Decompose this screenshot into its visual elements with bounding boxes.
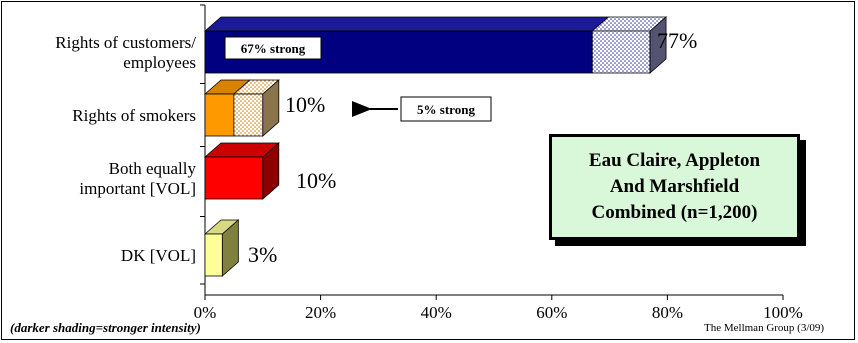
smokers-weak-front — [233, 93, 264, 137]
both-bar-side — [262, 142, 280, 200]
value-label: 77% — [657, 28, 697, 53]
customers-strong-label-box — [224, 36, 322, 60]
smokers-weak-side — [262, 79, 280, 137]
customers-weak-front — [591, 30, 651, 74]
category-label: Both equally — [109, 159, 197, 178]
info-line-2: And Marshfield — [609, 176, 740, 197]
customers-strong-label: 67% strong — [241, 41, 306, 56]
customers-strong-top — [203, 16, 610, 32]
x-tick-label: 80% — [652, 303, 683, 322]
value-label: 10% — [285, 92, 325, 117]
category-label: important [VOL] — [79, 179, 196, 198]
value-label: 10% — [296, 168, 336, 193]
value-label: 3% — [248, 242, 277, 267]
sample-info-box: Eau Claire, Appleton And Marshfield Comb… — [549, 134, 800, 240]
x-tick-label: 0% — [194, 303, 217, 322]
x-tick-label: 40% — [421, 303, 452, 322]
customers-weak-side — [649, 16, 667, 74]
shading-footnote: (darker shading=stronger intensity) — [10, 320, 201, 335]
both-bar-front — [204, 156, 264, 200]
x-tick-label: 100% — [763, 303, 803, 322]
x-tick-label: 60% — [536, 303, 567, 322]
dk-bar-front — [204, 233, 223, 277]
smokers-strong-bar — [204, 93, 235, 137]
category-label: Rights of customers/ — [55, 33, 196, 52]
category-label: Rights of smokers — [72, 106, 196, 125]
info-line-1: Eau Claire, Appleton — [588, 150, 761, 171]
smokers-strong-label: 5% strong — [417, 102, 475, 117]
x-tick-label: 20% — [305, 303, 336, 322]
source-credit: The Mellman Group (3/09) — [704, 322, 825, 334]
category-label: employees — [123, 53, 196, 72]
category-label: DK [VOL] — [121, 246, 196, 265]
dk-bar-side — [221, 219, 239, 277]
smokers-strong-label-box — [400, 96, 492, 122]
info-line-3: Combined (n=1,200) — [591, 202, 758, 223]
